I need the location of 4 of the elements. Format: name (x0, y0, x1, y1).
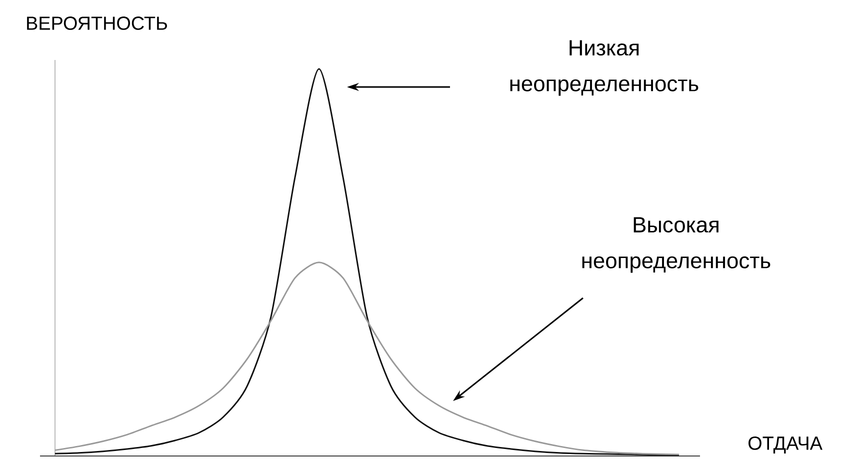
x-axis-title: ОТДАЧА (748, 436, 822, 454)
y-axis-title: ВЕРОЯТНОСТЬ (27, 16, 167, 30)
annotation: Высокая неопределенность (582, 217, 770, 273)
annotation: Низкая неопределенность (510, 40, 698, 96)
